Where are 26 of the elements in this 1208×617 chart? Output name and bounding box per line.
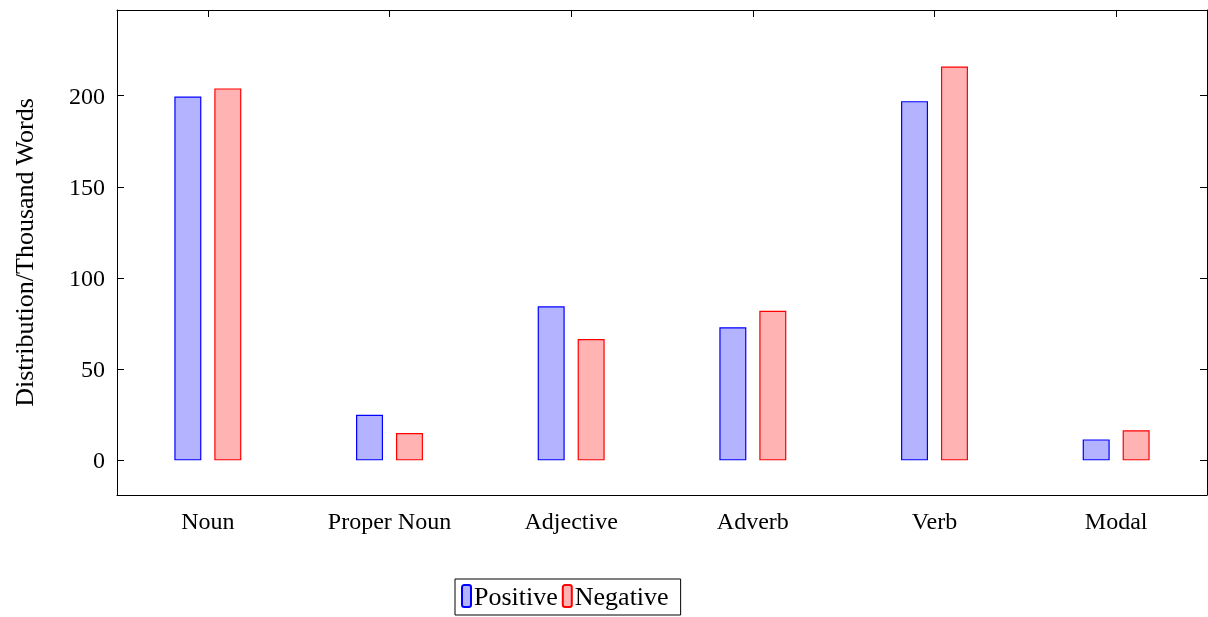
bar bbox=[719, 327, 747, 461]
bar bbox=[174, 96, 202, 461]
x-tick-label: Adjective bbox=[524, 508, 618, 534]
x-tick-label: Adverb bbox=[716, 508, 789, 534]
bar bbox=[537, 306, 565, 461]
bar bbox=[395, 433, 423, 461]
bar bbox=[577, 339, 605, 461]
bar bbox=[1082, 439, 1110, 461]
y-tick-label: 100 bbox=[69, 265, 105, 292]
y-tick-label: 150 bbox=[69, 173, 105, 200]
x-tick-label: Noun bbox=[181, 508, 235, 534]
bar bbox=[356, 414, 384, 461]
y-tick-label: 200 bbox=[69, 82, 105, 109]
y-tick-label: 50 bbox=[81, 356, 105, 383]
x-tick-label: Verb bbox=[911, 508, 958, 534]
legend-label: Negative bbox=[574, 581, 669, 611]
x-tick-label: Proper Noun bbox=[327, 508, 452, 534]
bar bbox=[901, 101, 929, 461]
bar bbox=[1122, 430, 1150, 461]
x-tick-label: Modal bbox=[1084, 508, 1148, 534]
legend-label: Positive bbox=[474, 581, 558, 611]
bar bbox=[214, 88, 242, 461]
bar bbox=[759, 310, 787, 461]
y-tick-label: 0 bbox=[93, 447, 105, 474]
bar bbox=[940, 66, 968, 461]
y-axis-title: Distribution/Thousand Words bbox=[9, 98, 39, 407]
